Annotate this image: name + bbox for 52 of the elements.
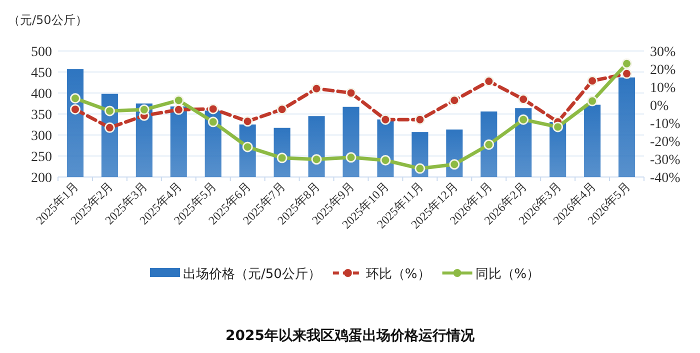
point [380, 114, 391, 125]
y2-tick-label: 20% [650, 63, 676, 78]
y2-tick-label: -30% [650, 153, 681, 168]
y2-tick-label: 10% [650, 81, 676, 96]
y2-tick-label: 0% [650, 99, 669, 114]
point [208, 104, 218, 114]
point [311, 83, 322, 94]
y-tick-label: 300 [31, 129, 52, 144]
y-tick-label: 200 [31, 171, 52, 186]
point [622, 68, 632, 79]
y2-tick-label: -10% [650, 117, 681, 132]
y2-tick-label: -20% [650, 135, 681, 150]
point [380, 155, 391, 166]
point [587, 76, 598, 86]
point [104, 122, 115, 133]
text: 2025年以来我区鸡蛋出场价格运行情况 [226, 328, 476, 344]
point [449, 159, 460, 170]
y2-tick-label: -40% [650, 171, 681, 186]
point [173, 95, 184, 106]
point [346, 152, 356, 163]
point [484, 139, 494, 150]
point [449, 95, 460, 106]
point [70, 104, 80, 115]
point [518, 94, 529, 104]
point [242, 142, 253, 152]
legend-label: 出场价格（元/50公斤） [183, 267, 321, 282]
point [276, 104, 288, 115]
point [311, 154, 322, 165]
y-tick-label: 350 [31, 108, 52, 123]
point [414, 114, 426, 125]
point [242, 116, 253, 127]
point [484, 76, 494, 86]
point [622, 58, 632, 69]
point [70, 93, 80, 104]
point [276, 152, 288, 164]
point [518, 114, 529, 125]
point [414, 163, 426, 174]
point [552, 122, 564, 132]
legend-label: 同比（%） [475, 267, 540, 282]
legend-label: 环比（%） [366, 267, 430, 282]
y-tick-label: 500 [31, 45, 52, 60]
point [208, 116, 218, 128]
y-tick-label: 400 [31, 87, 52, 102]
y-tick-label: 250 [31, 150, 52, 165]
y2-tick-label: 30% [650, 45, 676, 60]
point [173, 104, 184, 115]
point [587, 96, 598, 106]
point [104, 106, 115, 116]
point [138, 104, 150, 115]
y-axis-title: （元/50公斤） [8, 13, 88, 27]
point [346, 88, 356, 98]
y-tick-label: 450 [31, 66, 52, 81]
